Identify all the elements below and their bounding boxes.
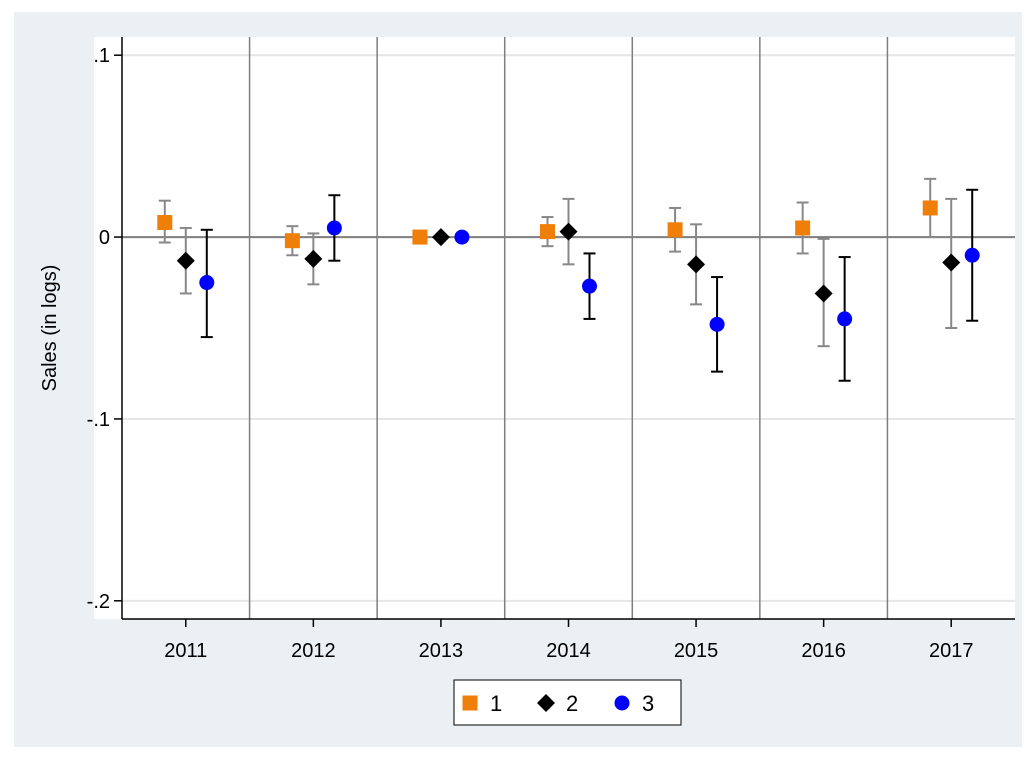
legend-marker-1 [462, 695, 478, 711]
y-axis-title: Sales (in logs) [39, 265, 61, 392]
data-point [667, 222, 683, 238]
x-tick-label: 2012 [291, 640, 336, 662]
series-1 [157, 177, 938, 257]
data-point [284, 233, 300, 249]
y-tick-label: -.2 [87, 591, 110, 613]
data-point [431, 228, 450, 247]
y-tick-label: -.1 [87, 409, 110, 431]
data-point [709, 316, 725, 332]
data-point [922, 200, 938, 216]
data-point [964, 247, 980, 263]
x-tick-label: 2015 [674, 640, 719, 662]
series-3 [199, 188, 980, 382]
data-point [837, 311, 853, 327]
legend-label: 1 [490, 691, 502, 716]
x-tick-label: 2017 [929, 640, 974, 662]
data-point [412, 229, 428, 245]
data-point [157, 215, 173, 231]
data-point [814, 284, 833, 303]
x-tick-label: 2014 [546, 640, 591, 662]
data-point [176, 251, 195, 270]
data-point [582, 278, 597, 294]
data-point [559, 222, 578, 241]
x-tick-label: 2016 [801, 640, 846, 662]
legend-label: 3 [642, 691, 654, 716]
axis-layer: .1 0 -.1 -.2 2011 2012 2013 2014 2015 2016 2017 [87, 37, 1015, 662]
data-point [199, 275, 215, 291]
data-point [942, 253, 961, 272]
x-tick-label: 2013 [419, 640, 464, 662]
plot-area [94, 37, 1015, 619]
data-point [687, 255, 706, 274]
marks-layer [157, 177, 980, 382]
legend-marker-3 [614, 695, 630, 711]
y-tick-label: 0 [99, 227, 110, 249]
legend-box [453, 679, 682, 726]
legend-label: 2 [566, 691, 578, 716]
data-point [454, 229, 470, 245]
legend-marker-2 [537, 694, 555, 712]
data-point [326, 220, 342, 236]
y-tick-label: .1 [93, 45, 110, 67]
legend: 1 2 3 [453, 679, 682, 726]
x-tick-label: 2011 [164, 640, 207, 662]
data-point [540, 224, 555, 240]
data-point [304, 249, 323, 268]
data-point [795, 220, 811, 236]
series-2 [176, 197, 961, 348]
